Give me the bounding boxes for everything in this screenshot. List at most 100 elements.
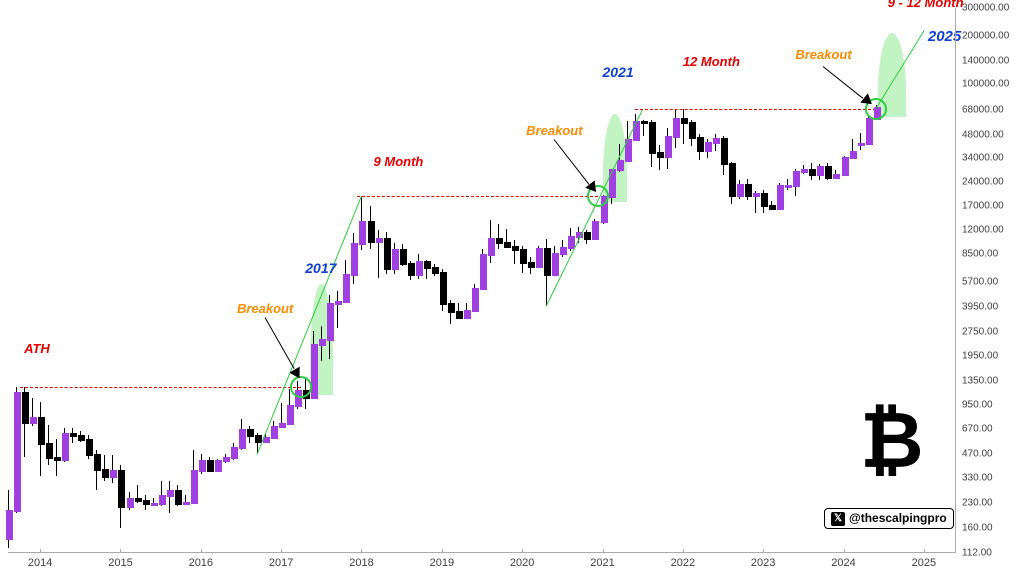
candle-body (110, 470, 117, 478)
candle-body (159, 495, 166, 505)
candle-body (62, 433, 69, 461)
y-tick-label: 330.00 (962, 473, 993, 484)
candle-body (520, 249, 527, 264)
candle-body (761, 193, 768, 207)
annotation-12month: 12 Month (683, 54, 740, 69)
y-tick-label: 1350.00 (962, 376, 998, 387)
candle-wick (337, 291, 338, 329)
x-tick-label: 2025 (912, 557, 936, 569)
candle-body (38, 417, 45, 445)
candle-body (432, 267, 439, 273)
candle-body (279, 423, 286, 429)
candle-body (866, 118, 873, 145)
candle-body (536, 248, 543, 268)
x-tick-label: 2021 (590, 557, 614, 569)
annotation-breakout1: Breakout (237, 301, 293, 316)
candle-body (745, 184, 752, 196)
candle-body (689, 122, 696, 139)
candle-body (496, 238, 503, 245)
author-handle: 𝕏@thescalpingpro (824, 508, 954, 529)
x-tick-label: 2020 (510, 557, 534, 569)
candle-body (287, 405, 294, 425)
y-tick-label: 68000.00 (962, 105, 1004, 116)
candle-body (183, 502, 190, 505)
candle-body (191, 470, 198, 503)
x-axis: 2014201520162017201820192020202120222023… (8, 552, 956, 588)
candle-wick (860, 133, 861, 150)
y-tick-label: 160.00 (962, 523, 993, 534)
x-tick-label: 2019 (430, 557, 454, 569)
y-tick-label: 24000.00 (962, 177, 1004, 188)
candle-body (560, 247, 567, 255)
candle-body (247, 429, 254, 436)
candle-body (721, 138, 728, 165)
candle-body (400, 249, 407, 265)
x-tick-label: 2014 (28, 557, 52, 569)
candle-body (167, 490, 174, 497)
candle-body (94, 454, 101, 471)
annotation-y2021: 2021 (603, 64, 634, 80)
candle-body (135, 498, 142, 503)
x-icon: 𝕏 (831, 512, 845, 526)
y-tick-label: 48000.00 (962, 129, 1004, 140)
candle-body (143, 500, 150, 505)
candle-wick (498, 224, 499, 250)
candle-body (22, 392, 29, 424)
candle-body (271, 426, 278, 439)
candle-body (809, 169, 816, 176)
bitcoin-logo: ₿ (860, 395, 922, 486)
trend-line (257, 196, 362, 455)
candle-body (617, 160, 624, 171)
candle-body (6, 510, 13, 540)
candle-body (512, 246, 519, 251)
y-tick-label: 140000.00 (962, 55, 1009, 66)
candle-body (416, 261, 423, 276)
candle-body (641, 121, 648, 124)
candle-body (223, 457, 230, 462)
candle-body (649, 122, 656, 154)
y-tick-label: 17000.00 (962, 201, 1004, 212)
y-tick-label: 5700.00 (962, 276, 998, 287)
candle-body (151, 503, 158, 506)
candle-body (552, 253, 559, 275)
candle-body (376, 238, 383, 244)
candle-body (528, 262, 535, 268)
candle-body (199, 460, 206, 472)
candle-body (817, 166, 824, 176)
y-tick-label: 100000.00 (962, 78, 1009, 89)
resistance-line (357, 196, 598, 197)
candle-body (368, 221, 375, 244)
x-tick-label: 2023 (751, 557, 775, 569)
candle-body (231, 447, 238, 459)
candle-body (215, 460, 222, 472)
resistance-line (635, 109, 876, 110)
candle-body (729, 163, 736, 197)
candle-wick (683, 109, 684, 143)
x-tick-label: 2017 (269, 557, 293, 569)
candle-body (335, 301, 342, 305)
candle-body (384, 238, 391, 271)
trend-line (546, 110, 643, 307)
candle-body (673, 118, 680, 138)
candle-body (448, 303, 455, 314)
annotation-breakout3: Breakout (795, 47, 851, 62)
resistance-line (20, 387, 301, 388)
candle-body (424, 261, 431, 270)
candle-body (127, 498, 134, 509)
y-tick-label: 950.00 (962, 400, 993, 411)
candle-body (472, 288, 479, 312)
candle-body (681, 118, 688, 124)
candle-body (440, 272, 447, 305)
candle-body (343, 274, 350, 303)
candle-body (207, 460, 214, 472)
candle-body (392, 249, 399, 271)
candle-body (480, 254, 487, 290)
candle-body (78, 435, 85, 442)
candle-body (769, 205, 776, 209)
candle-body (753, 193, 760, 196)
y-tick-label: 3950.00 (962, 301, 998, 312)
candle-body (319, 339, 326, 347)
candle-body (54, 457, 61, 461)
y-tick-label: 200000.00 (962, 30, 1009, 41)
candle-wick (112, 455, 113, 482)
